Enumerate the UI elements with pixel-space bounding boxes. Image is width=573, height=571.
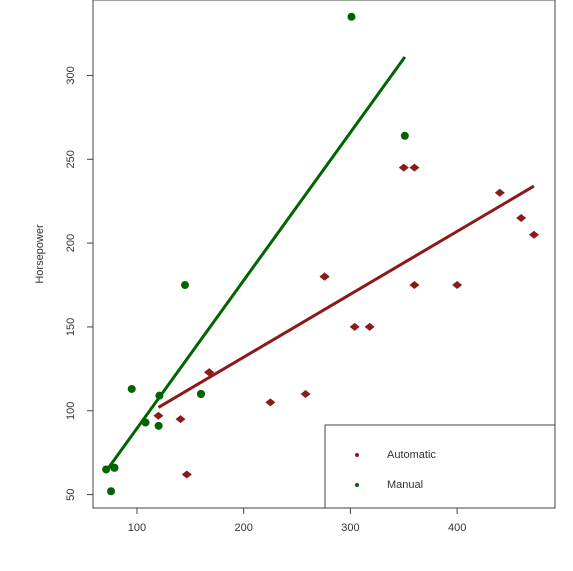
y-tick-label: 150 [65,318,77,336]
point [175,415,186,424]
fit-line [104,56,407,472]
y-tick-label: 250 [65,150,77,168]
point [107,487,116,496]
y-tick-label: 300 [65,66,77,84]
point [102,465,111,474]
point [409,281,420,290]
y-tick-label: 200 [65,234,77,252]
point [400,131,409,140]
point [452,281,463,290]
legend-marker [355,483,359,487]
point [180,281,189,290]
x-tick-label: 100 [128,522,146,534]
point [528,230,539,239]
legend-box [324,424,556,509]
legend-marker [355,453,359,457]
x-tick-label: 400 [448,522,466,534]
point [141,418,150,427]
x-tick-label: 300 [341,522,359,534]
point [349,322,360,331]
point [265,398,276,407]
point [153,411,164,420]
point [364,322,375,331]
x-tick-label: 200 [235,522,253,534]
point [155,391,164,400]
point [409,163,420,172]
legend-label: Manual [387,479,423,491]
point [127,384,136,393]
point [398,163,409,172]
point [197,389,206,398]
point [494,188,505,197]
point [204,368,215,377]
plot-frame [92,0,556,509]
y-tick-label: 100 [65,402,77,420]
point [319,272,330,281]
y-tick-label: 50 [65,488,77,500]
point [300,389,311,398]
point [516,213,527,222]
y-axis-label: Horsepower [34,224,46,284]
fit-line [157,184,535,409]
point [347,12,356,21]
legend-label: Automatic [387,449,436,461]
point [154,421,163,430]
point [181,470,192,479]
point [110,463,119,472]
